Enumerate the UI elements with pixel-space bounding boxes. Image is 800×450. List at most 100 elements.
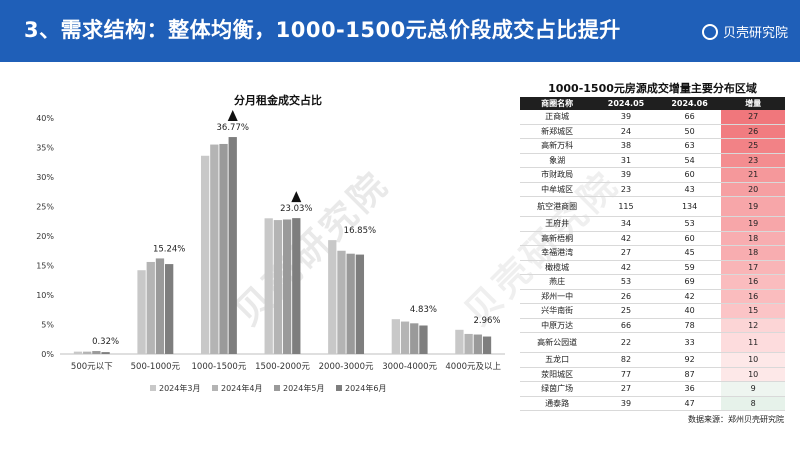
district-name-cell: 燕庄 [520, 274, 595, 290]
value-cell: 45 [657, 245, 722, 261]
legend-swatch [212, 385, 218, 391]
bar [282, 219, 292, 354]
table-row: 燕庄 53 69 16 [520, 274, 785, 290]
value-cell: 38 [594, 138, 658, 154]
bar [391, 319, 400, 354]
data-label: 16.85% [344, 226, 376, 236]
increment-cell: 18 [721, 231, 785, 246]
value-cell: 42 [594, 231, 658, 246]
x-tick-label: 1500-2000元 [255, 362, 310, 372]
bar [455, 329, 464, 354]
increment-cell: 16 [721, 289, 785, 304]
page-title: 3、需求结构：整体均衡，1000-1500元总价段成交占比提升 [24, 18, 621, 42]
value-cell: 59 [657, 260, 722, 275]
value-cell: 33 [657, 332, 722, 353]
value-cell: 25 [594, 303, 658, 319]
increment-cell: 27 [721, 110, 785, 125]
table-row: 中原万达 66 78 12 [520, 318, 785, 333]
increment-cell: 8 [721, 396, 785, 411]
value-cell: 134 [657, 196, 722, 217]
table-row: 幸福港湾 27 45 18 [520, 245, 785, 261]
table-row: 五龙口 82 92 10 [520, 352, 785, 368]
bar [464, 333, 473, 354]
data-label: 36.77% [217, 123, 249, 133]
brand-name: 贝壳研究院 [722, 26, 788, 41]
table-row: 绿茵广场 27 36 9 [520, 381, 785, 397]
x-tick-label: 4000元及以上 [445, 362, 501, 372]
bar [264, 218, 273, 354]
value-cell: 23 [594, 182, 658, 197]
district-name-cell: 幸福港湾 [520, 245, 595, 261]
district-name-cell: 通泰路 [520, 396, 595, 411]
bar [400, 321, 410, 354]
data-label: 2.96% [474, 316, 501, 326]
table-row: 高新梧桐 42 60 18 [520, 231, 785, 246]
table-row: 王府井 34 53 19 [520, 216, 785, 232]
table-row: 郑州一中 26 42 16 [520, 289, 785, 304]
value-cell: 66 [594, 318, 658, 333]
table-row: 橄榄城 42 59 17 [520, 260, 785, 275]
increment-cell: 10 [721, 367, 785, 382]
district-name-cell: 高新公园道 [520, 332, 595, 353]
data-label: 15.24% [153, 244, 185, 254]
bar [419, 325, 428, 354]
value-cell: 63 [657, 138, 722, 154]
value-cell: 66 [657, 110, 722, 125]
value-cell: 27 [594, 381, 658, 397]
increment-cell: 17 [721, 260, 785, 275]
value-cell: 39 [594, 167, 658, 183]
value-cell: 53 [594, 274, 658, 290]
header-bar: 3、需求结构：整体均衡，1000-1500元总价段成交占比提升 贝壳研究院 [0, 0, 800, 62]
district-name-cell: 绿茵广场 [520, 381, 595, 397]
value-cell: 78 [657, 318, 722, 333]
y-tick-label: 15% [36, 262, 54, 271]
district-name-cell: 五龙口 [520, 352, 595, 368]
bar [165, 264, 174, 354]
data-label: 0.32% [92, 337, 119, 347]
increment-cell: 12 [721, 318, 785, 333]
increment-table: 商圈名称 2024.05 2024.06 增量 正商城 39 66 27 新郑城区 24 50 26… [520, 97, 785, 411]
table-row: 高新公园道 22 33 11 [520, 332, 785, 353]
increment-cell: 20 [721, 182, 785, 197]
value-cell: 24 [594, 124, 658, 139]
value-cell: 43 [657, 182, 722, 197]
table-title: 1000-1500元房源成交增量主要分布区域 [548, 82, 757, 95]
table-header-row: 商圈名称 2024.05 2024.06 增量 [520, 97, 785, 110]
increment-cell: 23 [721, 153, 785, 168]
value-cell: 82 [594, 352, 658, 368]
highlight-arrow-icon [227, 110, 238, 122]
increment-cell: 26 [721, 124, 785, 139]
table-row: 高新万科 38 63 25 [520, 138, 785, 154]
district-name-cell: 正商城 [520, 110, 595, 125]
y-tick-label: 5% [41, 321, 54, 330]
table-row: 市财政局 39 60 21 [520, 167, 785, 183]
legend-swatch [336, 385, 342, 391]
value-cell: 87 [657, 367, 722, 382]
table-header-cell: 2024.05 [594, 97, 658, 110]
table-row: 新郑城区 24 50 26 [520, 124, 785, 139]
bar [219, 143, 228, 354]
legend-label: 2024年4月 [221, 383, 262, 393]
legend-label: 2024年6月 [345, 383, 386, 393]
district-name-cell: 高新万科 [520, 138, 595, 154]
value-cell: 42 [657, 289, 722, 304]
data-source-note: 数据来源：郑州贝壳研究院 [688, 415, 784, 424]
value-cell: 54 [657, 153, 722, 168]
district-name-cell: 中牟城区 [520, 182, 595, 197]
bar [155, 258, 165, 354]
table-row: 正商城 39 66 27 [520, 110, 785, 125]
legend-label: 2024年5月 [283, 383, 324, 393]
value-cell: 60 [657, 231, 722, 246]
value-cell: 40 [657, 303, 722, 319]
bar [273, 220, 283, 354]
table-row: 荥阳城区 77 87 10 [520, 367, 785, 382]
y-tick-label: 40% [36, 114, 54, 123]
value-cell: 115 [594, 196, 658, 217]
bar [328, 240, 337, 354]
table-header-cell: 增量 [721, 97, 785, 110]
table-header-cell: 2024.06 [657, 97, 722, 110]
increment-cell: 21 [721, 167, 785, 183]
value-cell: 22 [594, 332, 658, 353]
increment-cell: 19 [721, 196, 785, 217]
highlight-arrow-icon [291, 191, 302, 203]
